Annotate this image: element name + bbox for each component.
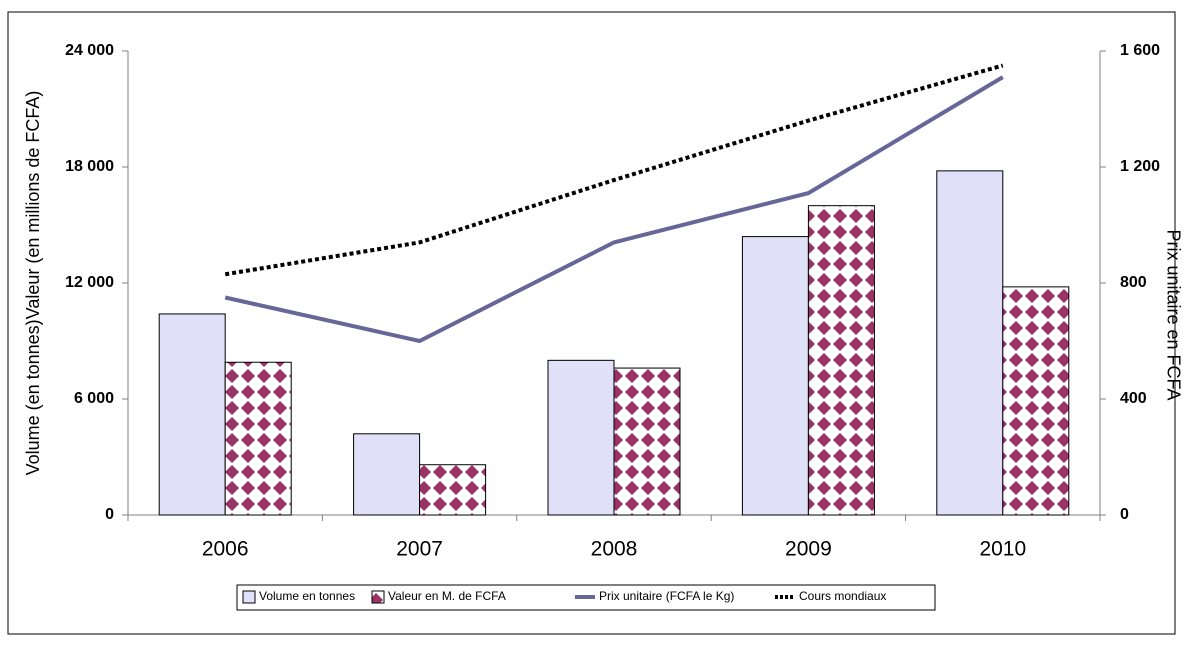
bar [158, 313, 226, 516]
bar [936, 170, 1004, 516]
y-tick-label: 18 000 [65, 158, 114, 175]
line-series [224, 75, 1004, 344]
legend-swatch [242, 590, 256, 604]
y2-tick-label: 800 [1120, 274, 1147, 291]
legend-label: Volume en tonnes [259, 589, 355, 603]
y-axis-label: Volume (en tonnes)Valeur (en millions de… [23, 91, 43, 476]
legend-swatch [371, 590, 385, 604]
bar [613, 367, 681, 516]
x-tick-label: 2007 [396, 538, 443, 561]
y-tick-label: 12 000 [65, 274, 114, 291]
bar [224, 361, 292, 516]
legend-label: Valeur en M. de FCFA [388, 589, 506, 603]
bar [353, 433, 421, 516]
y2-tick-label: 1 600 [1120, 42, 1160, 59]
y-tick-label: 6 000 [74, 390, 114, 407]
line-series [224, 63, 1004, 277]
legend-label: Cours mondiaux [799, 589, 886, 603]
bar [807, 205, 875, 516]
legend-label: Prix unitaire (FCFA le Kg) [599, 589, 734, 603]
y2-axis-label: Prix unitaire en FCFA [1163, 229, 1183, 400]
x-tick-label: 2009 [785, 538, 832, 561]
bar [547, 359, 615, 516]
bar [741, 236, 809, 516]
x-tick-label: 2008 [591, 538, 638, 561]
x-tick-label: 2006 [202, 538, 249, 561]
bar [419, 464, 487, 516]
x-tick-label: 2010 [979, 538, 1026, 561]
y2-tick-label: 400 [1120, 390, 1147, 407]
y-tick-label: 24 000 [65, 42, 114, 59]
y2-tick-label: 1 200 [1120, 158, 1160, 175]
y-tick-label: 0 [105, 506, 114, 523]
y2-tick-label: 0 [1120, 506, 1129, 523]
bar [1002, 286, 1070, 516]
